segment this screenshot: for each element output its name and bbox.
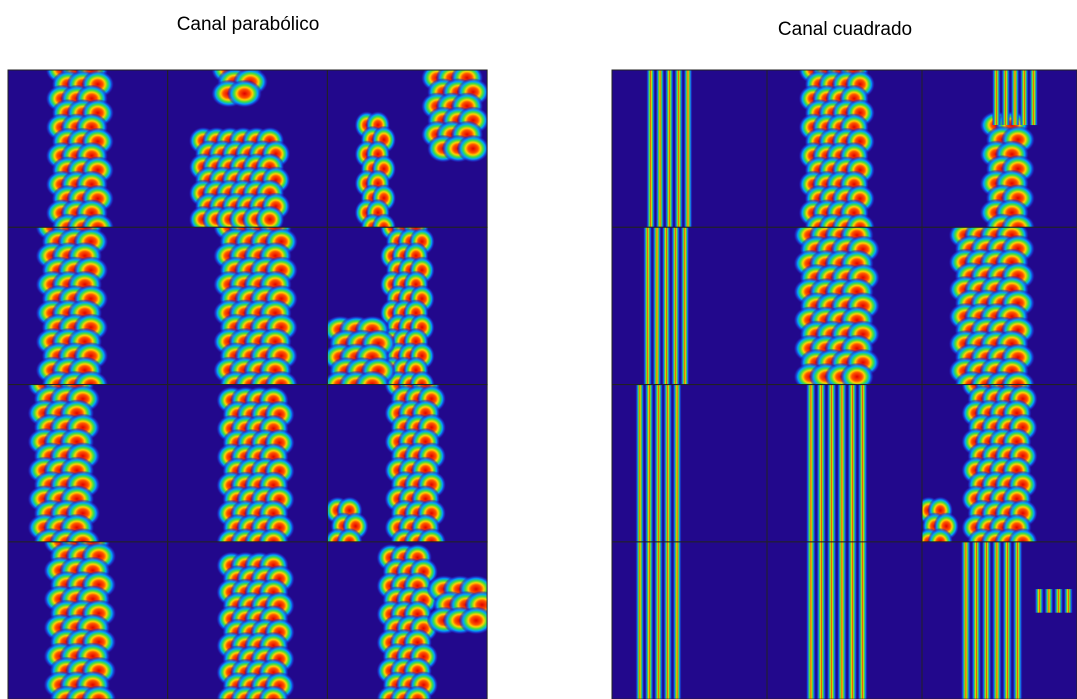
panel (168, 56, 328, 233)
streak (1020, 70, 1029, 125)
panel (8, 528, 168, 699)
panel (324, 371, 487, 556)
streak (857, 385, 867, 542)
streak (847, 385, 857, 542)
panel (916, 371, 1077, 556)
streak (816, 542, 826, 699)
streak (857, 542, 867, 699)
streak (1001, 70, 1010, 125)
streak (806, 385, 816, 542)
streak (981, 542, 991, 699)
panel (8, 56, 168, 241)
streak (672, 542, 681, 699)
streak (1002, 542, 1012, 699)
panel (612, 227, 767, 384)
streak (646, 70, 655, 227)
streak (645, 385, 654, 542)
panel (767, 385, 922, 542)
streak (847, 542, 857, 699)
streak (663, 542, 672, 699)
streak (643, 227, 652, 384)
panel (168, 385, 328, 556)
streak (662, 227, 671, 384)
panel (612, 542, 767, 699)
blob (457, 135, 490, 163)
streak (1054, 589, 1064, 613)
panel (922, 70, 1077, 241)
streak (645, 542, 654, 699)
streak (663, 385, 672, 542)
panel (168, 542, 328, 699)
streak (1012, 542, 1022, 699)
panel (767, 56, 922, 241)
streak (652, 227, 661, 384)
streak (635, 385, 644, 542)
streak (1063, 589, 1073, 613)
streak (665, 70, 674, 227)
streak (655, 70, 664, 227)
streak (654, 385, 663, 542)
right-title: Canal cuadrado (778, 19, 912, 40)
blob (227, 80, 262, 108)
panel (327, 542, 499, 699)
streak (1044, 589, 1054, 613)
streak (961, 542, 971, 699)
streak (680, 227, 689, 384)
panel (922, 542, 1077, 699)
streak (635, 542, 644, 699)
streak (992, 542, 1002, 699)
streak (971, 542, 981, 699)
streak (683, 70, 692, 227)
streak (1029, 70, 1038, 125)
panel (168, 213, 328, 398)
streak (837, 385, 847, 542)
panel (612, 70, 767, 227)
panel-grids (8, 56, 1077, 699)
left-title: Canal parabólico (177, 14, 320, 35)
streak (826, 542, 836, 699)
panel (767, 221, 922, 391)
figure: Canal parabólico Canal cuadrado (0, 0, 1077, 699)
panel (767, 542, 922, 699)
streak (1010, 70, 1019, 125)
streak (992, 70, 1001, 125)
panel (323, 213, 487, 398)
streak (806, 542, 816, 699)
blob (459, 607, 494, 635)
panel (922, 221, 1077, 398)
panel (612, 385, 767, 542)
panel (8, 371, 168, 556)
streak (837, 542, 847, 699)
streak (674, 70, 683, 227)
streak (1034, 589, 1044, 613)
streak (826, 385, 836, 542)
streak (671, 227, 680, 384)
panel (8, 213, 168, 398)
panel (327, 64, 489, 241)
streak (816, 385, 826, 542)
streak (654, 542, 663, 699)
streak (672, 385, 681, 542)
